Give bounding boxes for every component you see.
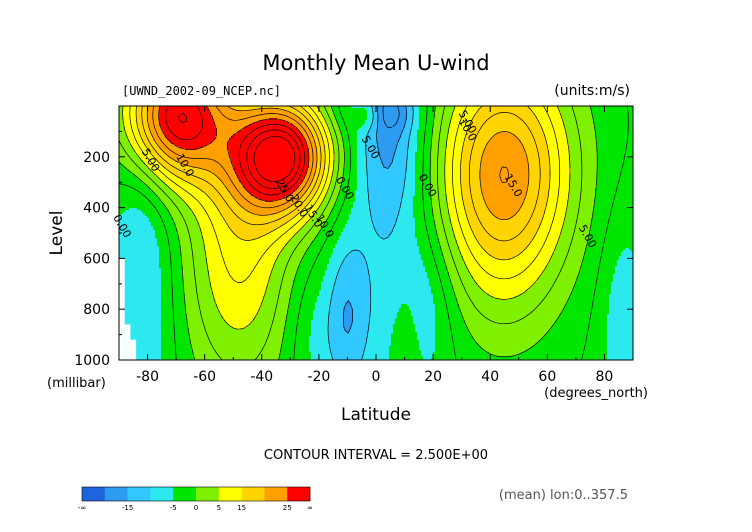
dataset-label: [UWND_2002-09_NCEP.nc] [122,84,281,98]
plot-area: 5.00 10.00.0025.020.015.010.00.005.000.00… [110,106,633,361]
units-label: (units:m/s) [554,83,630,99]
chart-title: Monthly Mean U-wind [262,51,489,75]
